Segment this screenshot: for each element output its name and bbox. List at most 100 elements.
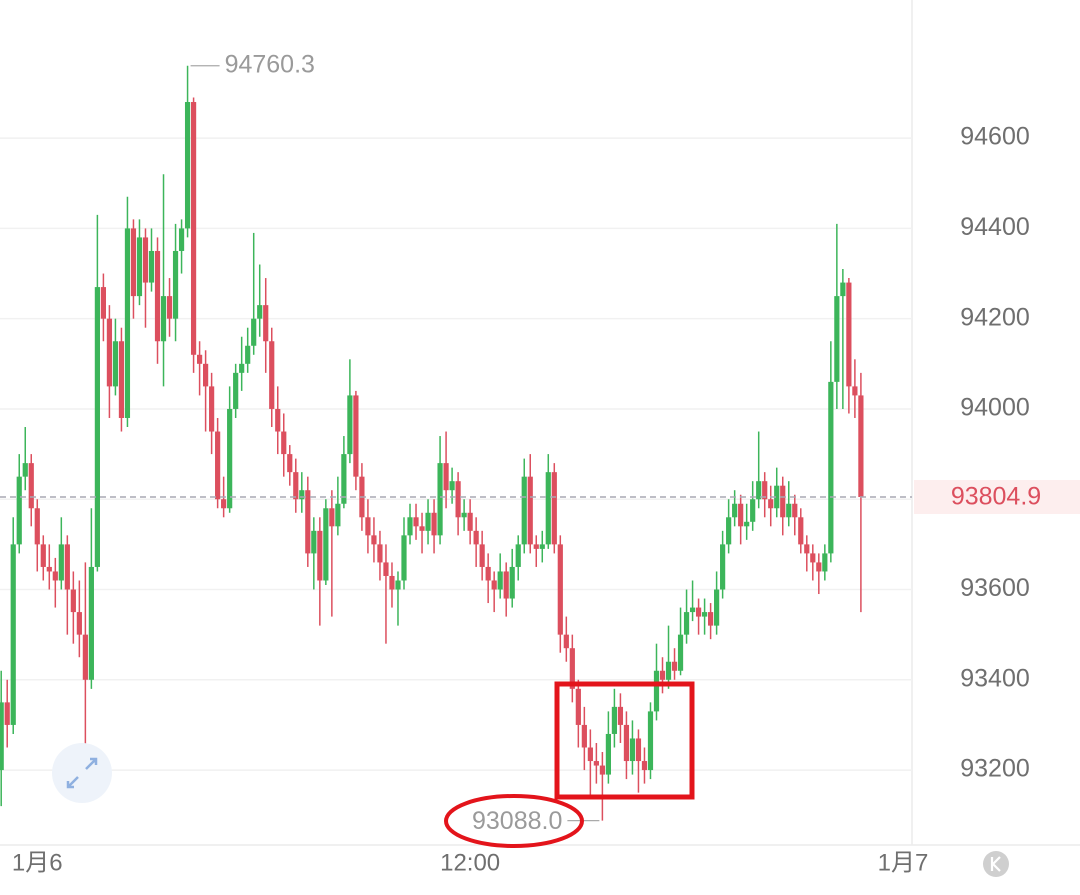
candle-body bbox=[311, 530, 317, 554]
candle-body bbox=[840, 282, 846, 297]
x-tick-label: 1月6 bbox=[12, 849, 63, 876]
last-price-bg bbox=[914, 480, 1080, 515]
candle-body bbox=[419, 526, 425, 531]
candle-body bbox=[695, 607, 702, 617]
y-tick-label: 93400 bbox=[960, 664, 1030, 692]
candle-body bbox=[353, 395, 359, 477]
candle-body bbox=[401, 535, 407, 581]
candle-body bbox=[46, 566, 52, 572]
candle-body bbox=[689, 607, 696, 613]
candle-body bbox=[816, 562, 822, 572]
candle-body bbox=[539, 544, 545, 549]
candle-body bbox=[611, 706, 618, 734]
expand-button[interactable] bbox=[52, 743, 112, 803]
candle-body bbox=[635, 738, 642, 762]
candle-body bbox=[467, 512, 473, 531]
candle-body bbox=[245, 345, 251, 364]
candle-body bbox=[665, 661, 672, 680]
candle-body bbox=[780, 485, 786, 518]
candle-body bbox=[371, 535, 377, 545]
y-tick-label: 94600 bbox=[960, 123, 1030, 151]
candle-body bbox=[701, 612, 708, 617]
candle-body bbox=[293, 472, 299, 500]
candle-body bbox=[88, 566, 94, 680]
candle-body bbox=[94, 287, 100, 567]
candle-body bbox=[641, 761, 648, 771]
candle-body bbox=[184, 102, 191, 229]
candle-body bbox=[581, 724, 587, 748]
candle-body bbox=[16, 476, 22, 545]
candle-body bbox=[515, 544, 521, 567]
candle-body bbox=[762, 481, 768, 500]
max-label: 94760.3 bbox=[225, 50, 315, 78]
candle-body bbox=[136, 237, 143, 297]
candle-body bbox=[28, 463, 34, 509]
candle-body bbox=[251, 318, 257, 346]
candle-body bbox=[40, 544, 46, 567]
candle-body bbox=[178, 228, 185, 251]
min-label: 93088.0 bbox=[472, 807, 562, 835]
candle-body bbox=[744, 521, 750, 527]
candle-body bbox=[732, 503, 738, 518]
candle-body bbox=[287, 454, 293, 473]
candle-body bbox=[521, 476, 527, 545]
candle-body bbox=[852, 386, 858, 396]
highlight-ellipse bbox=[444, 794, 584, 848]
candle-body bbox=[425, 512, 431, 531]
candle-body bbox=[720, 544, 726, 590]
candle-body bbox=[575, 688, 581, 725]
x-tick-label: 1月7 bbox=[878, 849, 929, 876]
candle-body bbox=[160, 296, 167, 342]
candle-body bbox=[10, 544, 16, 725]
candle-body bbox=[130, 228, 137, 297]
candle-body bbox=[497, 571, 503, 590]
candle-body bbox=[365, 517, 371, 536]
candle-body bbox=[377, 544, 383, 563]
candle-body bbox=[527, 476, 533, 545]
candle-body bbox=[317, 530, 323, 581]
candle-body bbox=[479, 544, 485, 567]
kline-icon bbox=[990, 856, 1001, 872]
candle-body bbox=[148, 250, 155, 283]
candle-body bbox=[653, 670, 660, 712]
candle-body bbox=[623, 724, 630, 762]
candle-body bbox=[100, 287, 107, 319]
candle-body bbox=[617, 706, 624, 725]
candle-body bbox=[545, 472, 551, 545]
candle-body bbox=[629, 738, 636, 762]
candle-body bbox=[858, 395, 864, 498]
overlay: 94760.3 93088.0 93804.9 bbox=[0, 50, 1080, 835]
candle-body bbox=[263, 305, 269, 342]
candle-body bbox=[82, 634, 88, 680]
candle-body bbox=[395, 580, 401, 590]
candle-body bbox=[58, 544, 64, 581]
candle-body bbox=[593, 761, 599, 766]
candle-body bbox=[407, 517, 413, 536]
candle-body bbox=[341, 454, 347, 504]
candle-body bbox=[647, 711, 654, 771]
candle-body bbox=[4, 702, 10, 725]
candle-body bbox=[599, 765, 605, 775]
candle-body bbox=[708, 612, 714, 626]
candle-body bbox=[275, 408, 281, 432]
candle-body bbox=[347, 395, 353, 455]
candle-body bbox=[437, 463, 443, 536]
grid: 9320093400936009380094000942009440094600… bbox=[0, 123, 1030, 876]
expand-icon bbox=[66, 757, 98, 789]
candle-body bbox=[118, 341, 125, 418]
candle-body bbox=[846, 282, 852, 387]
candle-body bbox=[509, 566, 515, 599]
candle-body bbox=[209, 386, 215, 432]
candle-body bbox=[239, 363, 245, 373]
candle-body bbox=[22, 463, 28, 477]
candle-body bbox=[677, 634, 684, 671]
kline-button[interactable] bbox=[983, 851, 1009, 877]
candle-body bbox=[768, 499, 774, 509]
candle-body bbox=[299, 490, 305, 500]
candle-body bbox=[335, 503, 341, 527]
candle-body bbox=[605, 733, 612, 775]
candle-body bbox=[671, 661, 678, 671]
candle-body bbox=[798, 517, 804, 545]
candle-body bbox=[431, 512, 437, 536]
